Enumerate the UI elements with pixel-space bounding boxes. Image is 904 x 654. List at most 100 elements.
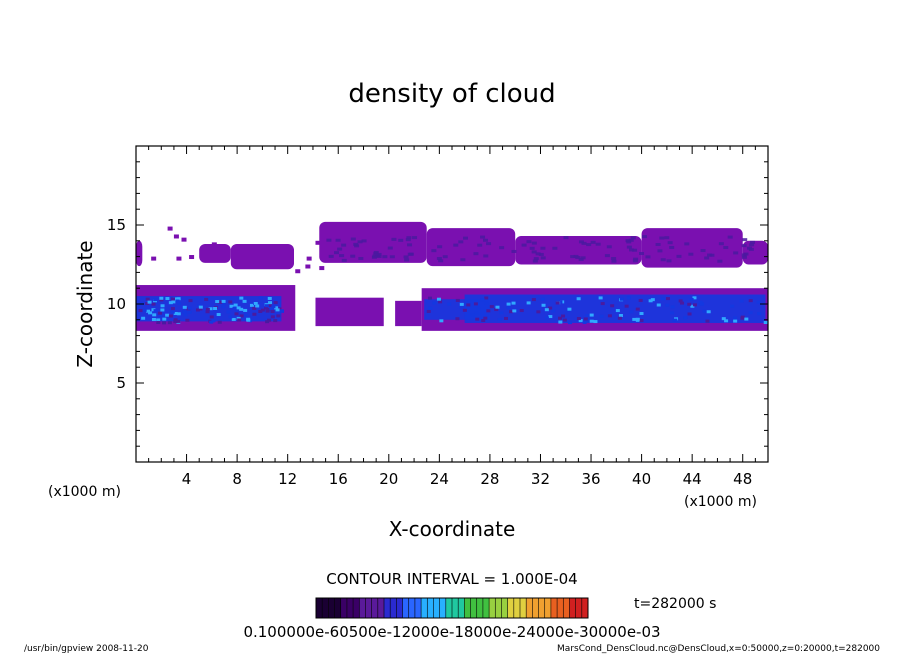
cloud-speck [171,300,176,304]
x-unit-left: (x1000 m) [48,484,121,500]
colorbar-swatch [334,598,341,618]
x-unit-right: (x1000 m) [684,494,757,510]
cloud-speck [642,235,648,239]
cloud-speck [552,246,558,250]
cloud-speck [486,242,492,246]
colorbar-swatch [470,598,477,618]
cloud-speck [744,317,749,321]
cloud-speck [198,305,203,309]
cloud-speck [665,303,670,307]
colorbar-swatch [513,598,520,618]
cloud-speck [373,250,379,254]
cloud-speck [483,254,489,258]
footer-right: MarsCond_DensCloud.nc@DensCloud,x=0:5000… [557,644,880,654]
colorbar-swatch [433,598,440,618]
colorbar-swatch [408,598,415,618]
cloud-band-upper [319,221,427,263]
cloud-speck [252,306,257,310]
cloud-speck [629,248,635,252]
cloud-speck [337,247,343,251]
cloud-speck [239,296,244,300]
cloud-speck [436,297,441,301]
x-tick-label: 36 [581,470,600,488]
cloud-speck [688,252,694,256]
cloud-speck [683,316,688,320]
colorbar [315,598,588,618]
cloud-speck [589,313,594,317]
cloud-speck [426,309,431,313]
cloud-speck [578,258,584,262]
cloud-speck [255,304,260,308]
cloud-speck [533,257,539,261]
cloud-speck [182,310,187,314]
cloud-speck [581,241,587,245]
cloud-speck [167,321,172,325]
cloud-speck [474,311,479,315]
cloud-speck [540,256,546,260]
cloud-speck [519,309,524,313]
cloud-speck [177,301,182,305]
cloud-speck [509,310,514,314]
colorbar-swatch [359,598,366,618]
cloud-speck [635,307,640,311]
cloud-speck [484,301,489,305]
cloud-speck [526,240,532,244]
cloud-speck [470,313,475,317]
colorbar-swatch [421,598,428,618]
cloud-speck [506,306,511,310]
cloud-speck [548,315,553,319]
cloud-speck [328,254,334,258]
cloud-speck [159,298,164,302]
cloud-speck [244,313,249,317]
cloud-speck [453,243,459,247]
x-tick-label: 48 [733,470,752,488]
cloud-speck [598,296,603,300]
colorbar-swatch [328,598,335,618]
cloud-speck [153,298,158,302]
cloud-speck [741,244,747,248]
cloud-speck [221,305,226,309]
cloud-speck [578,240,584,244]
cloud-speck [221,301,226,305]
cloud-speck [538,252,544,256]
cloud-speck [535,252,541,256]
cloud-speck [264,306,269,310]
cloud-speck [463,236,469,240]
cloud-fragment [295,269,301,274]
cloud-speck [267,301,272,305]
cloud-speck [638,298,643,302]
cloud-band-upper [230,243,294,270]
cloud-speck [404,258,410,262]
cloud-speck [476,306,481,310]
cloud-speck [680,301,685,305]
cloud-fragment [315,240,321,245]
cloud-speck [357,240,363,244]
cloud-speck [660,297,665,301]
cloud-speck [575,256,581,260]
cloud-speck [604,254,610,258]
colorbar-swatch [458,598,465,618]
cloud-speck [436,256,442,260]
cloud-speck [235,309,240,313]
cloud-speck [707,253,713,257]
cloud-speck [748,299,753,303]
cloud-speck [630,236,636,240]
cloud-speck [233,303,238,307]
cloud-speck [531,298,536,302]
cloud-band-upper [199,243,231,263]
cloud-speck [607,314,612,318]
cloud-speck [160,304,165,308]
cloud-speck [216,313,221,317]
colorbar-swatch [520,598,527,618]
x-tick-label: 28 [480,470,499,488]
cloud-speck [632,317,637,321]
cloud-speck [145,297,150,301]
cloud-speck [562,318,567,322]
cloud-speck [431,249,437,253]
cloud-speck [407,243,413,247]
cloud-band-upper [515,236,642,265]
cloud-speck [749,243,755,247]
cloud-speck [704,256,710,260]
cloud-speck [563,236,569,240]
cloud-speck [567,307,572,311]
